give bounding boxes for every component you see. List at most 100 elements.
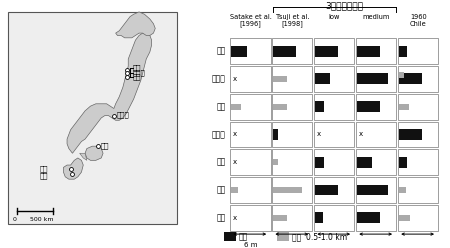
Bar xyxy=(356,122,396,147)
Bar xyxy=(398,94,438,120)
Text: 新庄: 新庄 xyxy=(216,213,225,222)
Bar xyxy=(314,66,355,92)
Bar xyxy=(357,73,387,84)
Text: 宮古: 宮古 xyxy=(133,65,142,71)
Text: 大槌: 大槌 xyxy=(133,73,142,80)
Bar xyxy=(272,149,312,175)
Polygon shape xyxy=(80,153,87,160)
Bar xyxy=(314,205,355,231)
Bar xyxy=(314,122,355,147)
Polygon shape xyxy=(63,158,83,179)
Bar xyxy=(272,177,312,203)
Bar xyxy=(272,122,312,147)
Bar xyxy=(273,46,296,57)
Bar xyxy=(356,66,396,92)
Bar xyxy=(315,101,324,112)
Bar xyxy=(398,38,438,64)
Bar xyxy=(230,38,270,64)
Text: medium: medium xyxy=(363,14,390,20)
Text: 海岸: 海岸 xyxy=(239,232,248,241)
Bar xyxy=(356,177,396,203)
Bar xyxy=(315,212,323,223)
Text: 田辺: 田辺 xyxy=(40,165,49,172)
Bar xyxy=(399,46,407,57)
Bar xyxy=(398,149,438,175)
Bar xyxy=(399,129,422,140)
Bar xyxy=(230,177,270,203)
Polygon shape xyxy=(116,12,155,38)
Bar xyxy=(224,232,236,241)
Polygon shape xyxy=(67,33,152,153)
Bar xyxy=(399,187,406,193)
Bar xyxy=(272,205,312,231)
Bar xyxy=(273,129,278,140)
Text: x: x xyxy=(359,131,363,137)
Bar xyxy=(230,149,270,175)
Bar xyxy=(399,72,404,78)
Text: 津軽石: 津軽石 xyxy=(212,74,225,83)
Text: 田辺: 田辺 xyxy=(216,186,225,194)
Bar xyxy=(399,215,410,221)
Bar xyxy=(314,177,355,203)
Bar xyxy=(398,66,438,92)
Bar xyxy=(315,185,338,195)
Bar xyxy=(272,94,312,120)
Text: Satake et al.
[1996]: Satake et al. [1996] xyxy=(230,14,271,27)
Bar xyxy=(315,157,324,168)
Text: 新庄: 新庄 xyxy=(40,172,49,179)
Bar xyxy=(314,94,355,120)
Bar xyxy=(315,46,338,57)
Bar xyxy=(273,76,287,82)
Bar xyxy=(398,177,438,203)
Bar xyxy=(357,46,380,57)
Bar xyxy=(273,104,287,110)
Bar xyxy=(277,232,289,241)
Bar xyxy=(314,149,355,175)
Bar xyxy=(356,94,396,120)
Bar xyxy=(357,185,387,195)
Bar xyxy=(398,205,438,231)
Bar xyxy=(272,38,312,64)
Bar xyxy=(273,187,302,193)
Bar xyxy=(231,104,241,110)
Text: x: x xyxy=(233,131,237,137)
Bar xyxy=(273,159,278,165)
Text: 0: 0 xyxy=(13,217,17,222)
Text: 大槌: 大槌 xyxy=(216,102,225,111)
Text: 宮古: 宮古 xyxy=(216,47,225,56)
Bar xyxy=(399,104,409,110)
Bar xyxy=(231,187,238,193)
Text: 三保: 三保 xyxy=(100,142,109,149)
Bar xyxy=(357,212,380,223)
Bar xyxy=(357,157,372,168)
Text: 1960
Chile: 1960 Chile xyxy=(410,14,427,27)
Bar xyxy=(272,66,312,92)
Text: 3通りの推定値: 3通りの推定値 xyxy=(325,1,363,10)
Text: x: x xyxy=(317,131,321,137)
Text: 内陸  0.5-1.0 km: 内陸 0.5-1.0 km xyxy=(292,232,347,241)
Bar xyxy=(230,66,270,92)
Text: 6 m: 6 m xyxy=(244,242,257,248)
Text: 津軽石: 津軽石 xyxy=(133,69,146,76)
Bar xyxy=(399,73,422,84)
Text: x: x xyxy=(233,76,237,82)
Text: 三保: 三保 xyxy=(216,158,225,167)
Text: Tsuji et al.
[1998]: Tsuji et al. [1998] xyxy=(276,14,309,27)
Bar xyxy=(398,122,438,147)
Polygon shape xyxy=(85,146,103,160)
Bar xyxy=(356,205,396,231)
Bar xyxy=(314,38,355,64)
Bar xyxy=(357,101,380,112)
Bar xyxy=(230,205,270,231)
Bar xyxy=(356,38,396,64)
Bar xyxy=(230,122,270,147)
Text: x: x xyxy=(233,215,237,221)
Bar xyxy=(273,215,287,221)
Text: 那珂湊: 那珂湊 xyxy=(117,112,130,118)
Bar xyxy=(230,94,270,120)
Bar xyxy=(399,157,407,168)
Text: low: low xyxy=(329,14,340,20)
Text: x: x xyxy=(233,159,237,165)
Bar xyxy=(231,46,248,57)
Text: 那珂湊: 那珂湊 xyxy=(212,130,225,139)
